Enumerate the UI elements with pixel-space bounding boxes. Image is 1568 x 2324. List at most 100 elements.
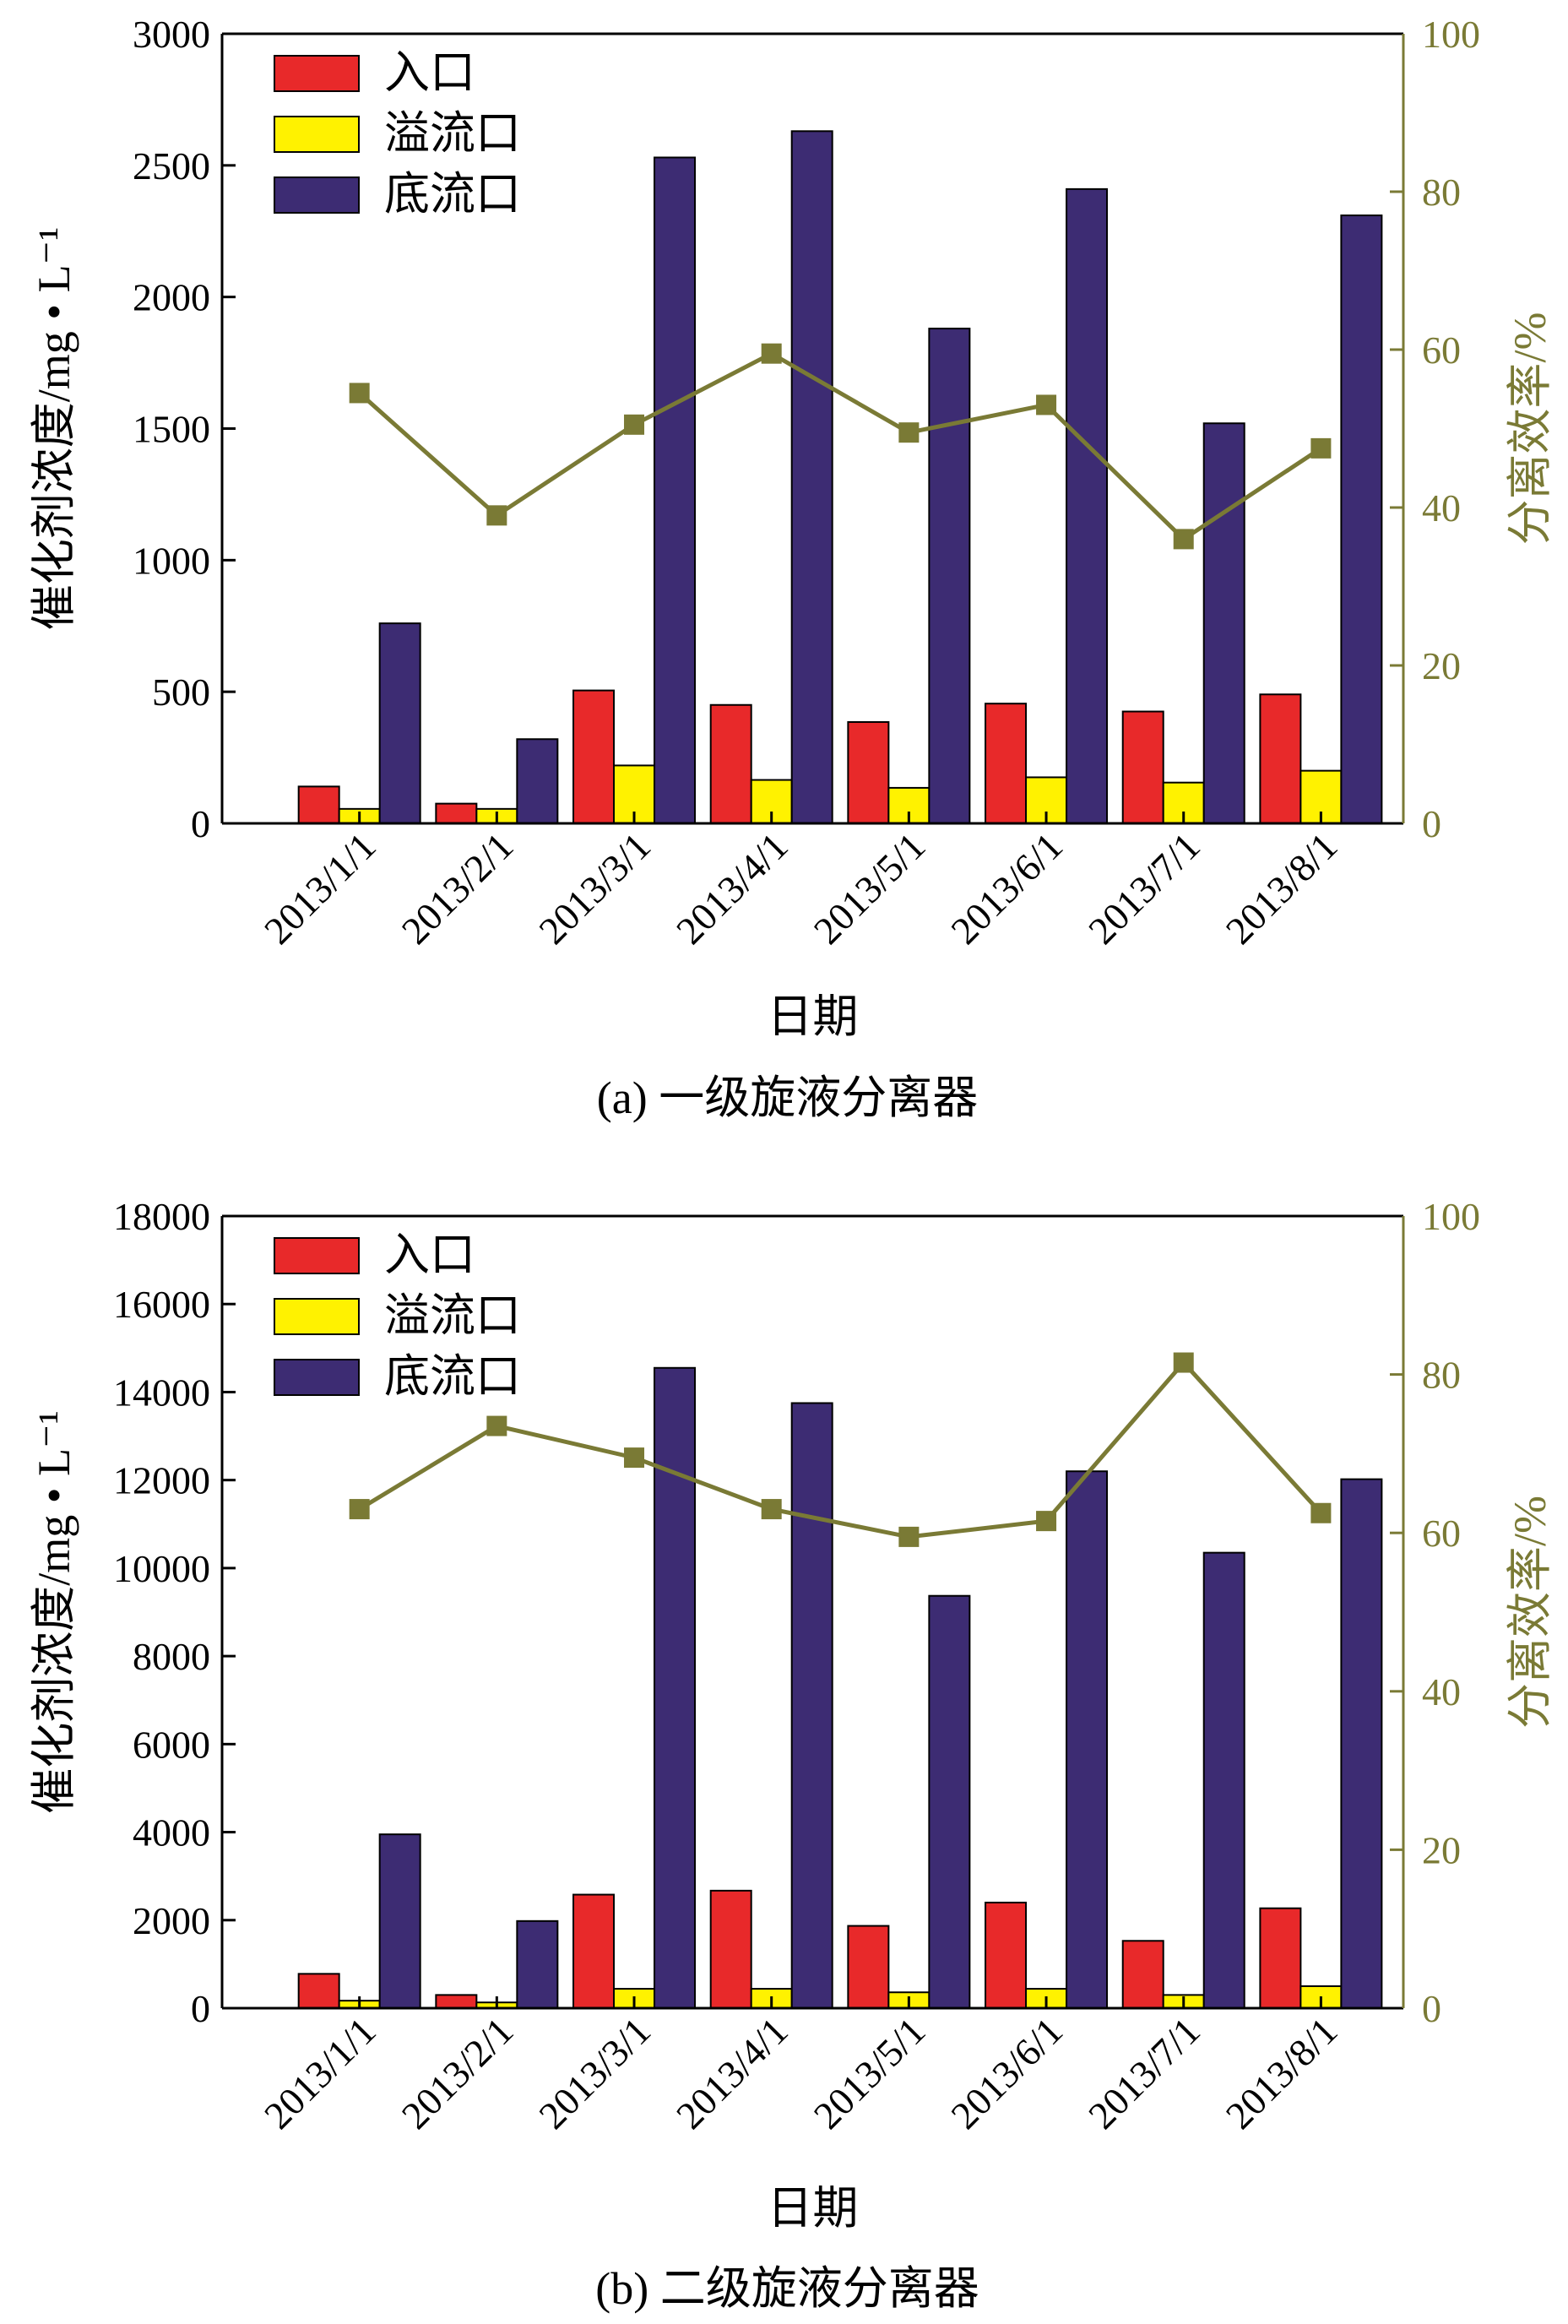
bar-3-8 [1340, 214, 1383, 825]
efficiency-point-1 [349, 383, 370, 404]
legend-swatch-1 [274, 55, 360, 92]
bar-3-5 [928, 328, 971, 825]
left-axis-tick-label: 2500 [133, 144, 210, 187]
efficiency-point-8 [1310, 437, 1332, 459]
bar-1-8 [1259, 1907, 1302, 2009]
bar-1-1 [297, 785, 340, 824]
x-axis-title: 日期 [768, 991, 859, 1042]
legend-label-1: 入口 [384, 47, 475, 98]
left-axis-tick-label: 2000 [133, 1899, 210, 1942]
bar-3-6 [1066, 187, 1109, 824]
bar-3-5 [928, 1594, 971, 2009]
bar-3-8 [1340, 1478, 1383, 2009]
bar-3-3 [654, 156, 697, 824]
right-axis-tick-label: 40 [1422, 486, 1461, 529]
right-axis-tick-label: 100 [1422, 13, 1480, 56]
bar-3-6 [1066, 1470, 1109, 2009]
x-axis-tick-label: 2013/4/1 [668, 824, 796, 953]
right-axis-tick-label: 0 [1422, 802, 1441, 845]
efficiency-point-7 [1173, 1352, 1194, 1373]
efficiency-line [358, 1359, 1323, 1539]
y-axis-title: 催化剂浓度/mg • L⁻¹ [29, 227, 79, 631]
legend-swatch-2 [274, 1298, 360, 1335]
left-axis-tick-label: 500 [152, 671, 210, 714]
x-axis-title: 日期 [768, 2183, 859, 2234]
x-axis-tick-label: 2013/5/1 [806, 824, 934, 953]
x-axis-tick-label: 2013/1/1 [256, 2009, 384, 2137]
legend-swatch-1 [274, 1237, 360, 1274]
bar-1-3 [572, 689, 616, 824]
left-axis-tick-label: 0 [191, 1987, 210, 2030]
bar-1-8 [1259, 693, 1302, 824]
efficiency-point-6 [1036, 394, 1057, 415]
bar-3-7 [1202, 422, 1245, 824]
y-axis-title: 催化剂浓度/mg • L⁻¹ [29, 1410, 79, 1814]
right-axis-tick-label: 0 [1422, 1987, 1441, 2030]
left-axis-tick-label: 12000 [113, 1459, 210, 1502]
left-axis-tick-label: 2000 [133, 276, 210, 319]
chart-panel-1: 0 500 1000 1500 2000 2500 3000 0 20 40 60 80 100 2013… [29, 13, 1555, 1123]
legend-swatch-2 [274, 116, 360, 153]
bar-1-1 [297, 1973, 340, 2009]
efficiency-point-1 [349, 1499, 370, 1520]
bar-3-1 [378, 1833, 421, 2010]
right-axis-tick-label: 40 [1422, 1670, 1461, 1713]
bar-1-6 [985, 1901, 1028, 2010]
legend-label-1: 入口 [384, 1230, 475, 1280]
bar-3-4 [790, 1402, 833, 2009]
figure-caption: (b) 二级旋液分离器 [595, 2263, 979, 2314]
x-axis-tick-label: 2013/4/1 [668, 2009, 796, 2137]
legend-label-3: 底流口 [384, 169, 521, 220]
right-axis-tick-label: 60 [1422, 329, 1461, 372]
legend-swatch-3 [274, 1359, 360, 1396]
left-axis-tick-label: 3000 [133, 13, 210, 56]
bar-3-2 [516, 1919, 559, 2010]
x-axis-tick-label: 2013/7/1 [1080, 2009, 1208, 2137]
bar-1-6 [985, 703, 1028, 824]
right-axis-tick-label: 20 [1422, 644, 1461, 687]
legend-label-3: 底流口 [384, 1351, 521, 1402]
x-axis-tick-label: 2013/3/1 [530, 2009, 659, 2137]
efficiency-point-8 [1310, 1502, 1332, 1523]
bar-3-1 [378, 622, 421, 825]
x-axis-tick-label: 2013/5/1 [806, 2009, 934, 2137]
bar-1-3 [572, 1893, 616, 2009]
bar-1-7 [1121, 1940, 1164, 2010]
left-axis-tick-label: 0 [191, 802, 210, 845]
efficiency-point-5 [898, 1526, 920, 1547]
bar-3-7 [1202, 1551, 1245, 2009]
x-axis-tick-label: 2013/1/1 [256, 824, 384, 953]
legend-label-2: 溢流口 [384, 1290, 521, 1341]
bar-1-5 [847, 721, 890, 825]
efficiency-point-6 [1036, 1511, 1057, 1532]
y2-axis-title: 分离效率/% [1505, 312, 1555, 546]
left-axis-tick-label: 10000 [113, 1547, 210, 1590]
x-axis-tick-label: 2013/2/1 [393, 824, 522, 953]
bar-1-2 [435, 1994, 478, 2010]
right-axis-tick-label: 80 [1422, 171, 1461, 214]
x-axis-tick-label: 2013/6/1 [942, 824, 1071, 953]
chart-panel-2: 0 2000 4000 6000 8000 10000 12000 14000 16000 180… [29, 1195, 1555, 2314]
efficiency-point-2 [486, 505, 507, 526]
x-axis-tick-label: 2013/8/1 [1218, 824, 1346, 953]
efficiency-point-2 [486, 1415, 507, 1436]
bar-3-3 [654, 1366, 697, 2009]
legend-swatch-3 [274, 176, 360, 214]
bar-1-7 [1121, 710, 1164, 825]
x-axis-tick-label: 2013/2/1 [393, 2009, 522, 2137]
efficiency-point-5 [898, 422, 920, 443]
x-axis-tick-label: 2013/7/1 [1080, 824, 1208, 953]
left-axis-tick-label: 16000 [113, 1283, 210, 1326]
bar-1-4 [709, 1889, 752, 2009]
x-axis-tick-label: 2013/3/1 [530, 824, 659, 953]
efficiency-point-4 [761, 343, 782, 364]
figure-caption: (a) 一级旋液分离器 [597, 1072, 978, 1123]
left-axis-tick-label: 4000 [133, 1811, 210, 1854]
bar-3-4 [790, 130, 833, 825]
bar-1-5 [847, 1925, 890, 2010]
left-axis-tick-label: 6000 [133, 1723, 210, 1766]
bar-1-2 [435, 802, 478, 824]
efficiency-point-3 [624, 1447, 645, 1469]
efficiency-point-4 [761, 1499, 782, 1520]
